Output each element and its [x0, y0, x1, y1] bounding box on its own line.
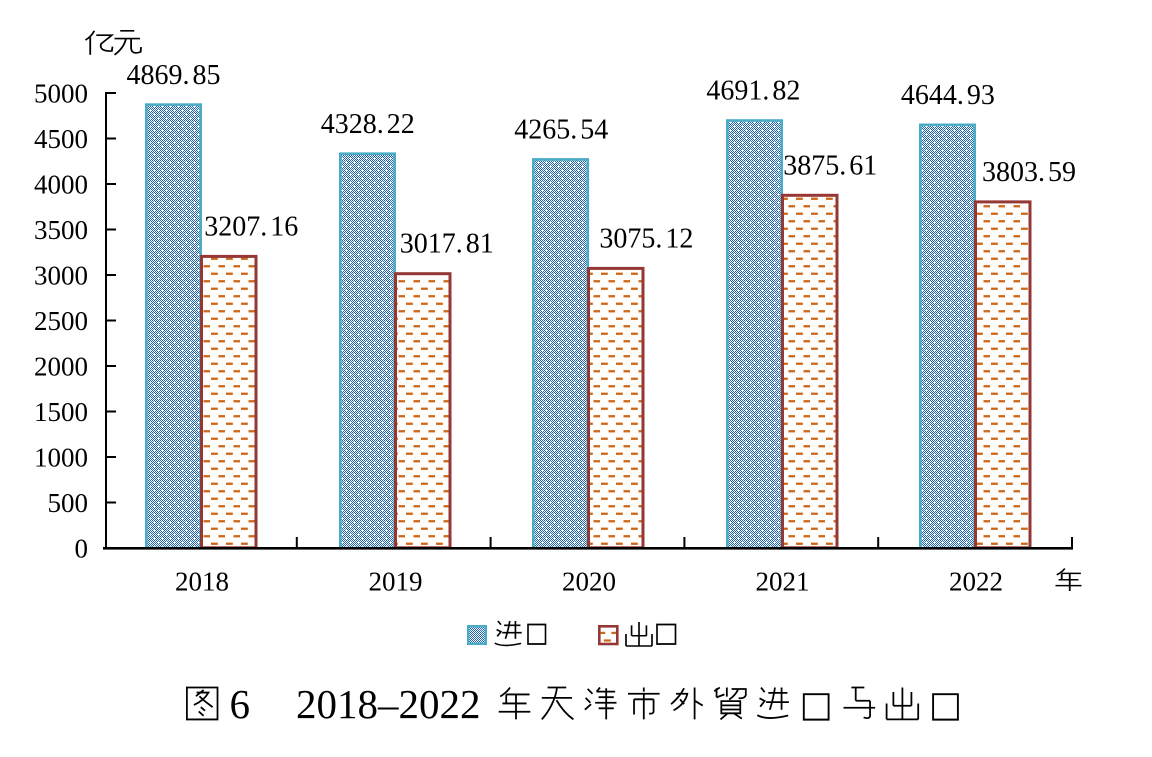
svg-text:2021: 2021 — [756, 567, 810, 597]
svg-text:3000: 3000 — [34, 260, 88, 290]
svg-text:4265.54: 4265. 54 — [514, 115, 608, 146]
svg-text:1500: 1500 — [34, 397, 88, 427]
svg-text:4644.93: 4644. 93 — [901, 80, 995, 111]
svg-text:4000: 4000 — [34, 169, 88, 199]
svg-text:3075.12: 3075. 12 — [599, 223, 693, 254]
svg-text:2022: 2022 — [949, 567, 1003, 597]
svg-text:1000: 1000 — [34, 442, 88, 472]
svg-text:2000: 2000 — [34, 351, 88, 381]
svg-text:3500: 3500 — [34, 215, 88, 245]
svg-text:6: 6 — [230, 681, 251, 727]
svg-text:4869.85: 4869. 85 — [127, 60, 221, 91]
svg-text:2018: 2018 — [175, 567, 229, 597]
svg-text:3803.59: 3803. 59 — [982, 157, 1076, 188]
svg-text:2018–2022: 2018–2022 — [296, 681, 481, 727]
svg-text:2500: 2500 — [34, 306, 88, 336]
svg-text:3875.61: 3875. 61 — [783, 150, 877, 181]
svg-text:500: 500 — [48, 488, 89, 518]
svg-text:4691.82: 4691. 82 — [706, 76, 800, 107]
svg-text:4328.22: 4328. 22 — [321, 109, 415, 140]
svg-text:3017.81: 3017. 81 — [400, 229, 494, 260]
svg-text:2020: 2020 — [562, 567, 616, 597]
svg-text:0: 0 — [75, 533, 89, 563]
svg-text:2019: 2019 — [369, 567, 423, 597]
svg-text:5000: 5000 — [34, 78, 88, 108]
svg-text:3207.16: 3207. 16 — [204, 211, 298, 242]
svg-text:4500: 4500 — [34, 124, 88, 154]
